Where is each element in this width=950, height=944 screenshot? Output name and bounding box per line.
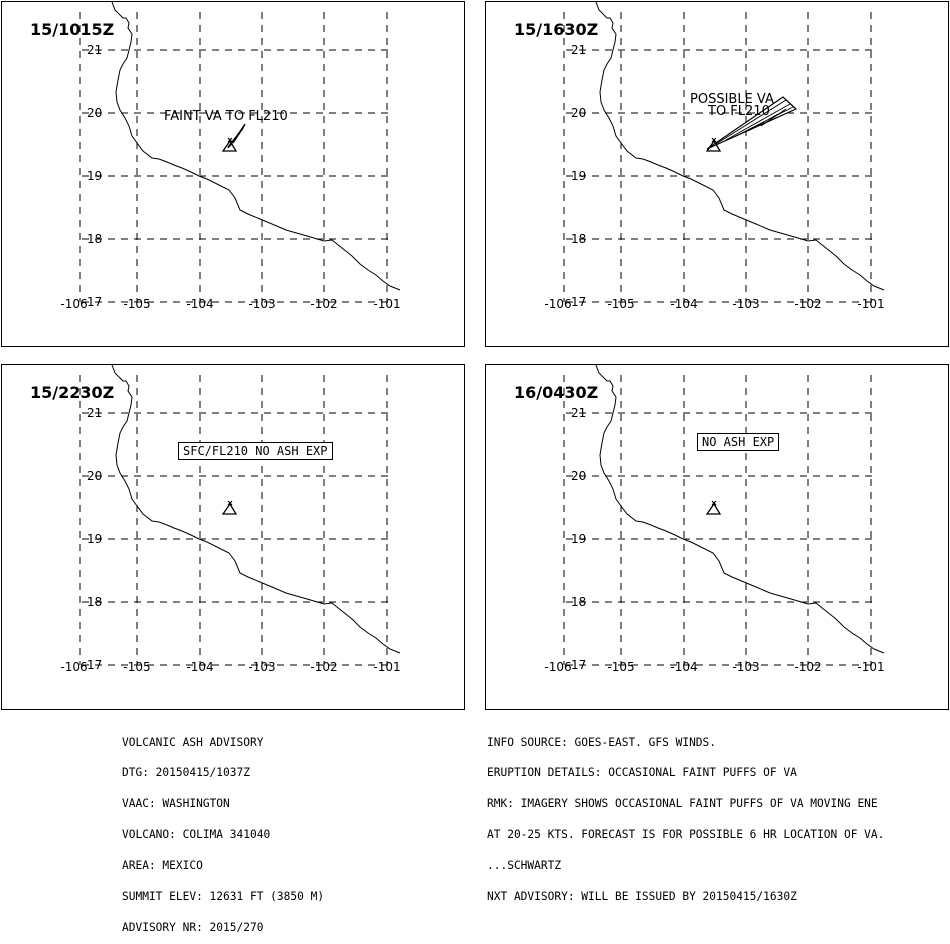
map-canvas: 21 20 19 18 17-106 -105 -104 -103 -102 -101 POSSI… (544, 2, 885, 311)
ash-note-line-2: TO FL210 (707, 104, 770, 119)
longitude-label: -104 (670, 660, 697, 674)
volcano-icon (705, 137, 722, 152)
longitude-label: -105 (123, 660, 150, 674)
latitude-label: 19 (87, 532, 102, 546)
lat-lon-grid (79, 375, 392, 666)
volcano-icon (221, 137, 238, 152)
longitude-label: -104 (670, 297, 697, 311)
longitude-label: -106 (60, 297, 87, 311)
latitude-label: 21 (571, 43, 586, 57)
latitude-label: 18 (87, 595, 102, 609)
latitude-label: 21 (87, 406, 102, 420)
longitude-label: -103 (732, 297, 759, 311)
footer-line: ...SCHWARTZ (487, 859, 562, 873)
longitude-label: -102 (310, 660, 337, 674)
advisory-details-block: INFO SOURCE: GOES-EAST. GFS WINDS. ERUPT… (487, 717, 884, 913)
map-canvas: 21 20 19 18 17-106 -105 -104 -103 -102 -101 FAINT… (60, 2, 401, 311)
map-panel-1015z: 21 20 19 18 17 -106 -105 -104 -103 -102 -101 FAINT… (1, 1, 465, 347)
ash-status-box: SFC/FL210 NO ASH EXP (178, 442, 333, 460)
latitude-label: 18 (87, 232, 102, 246)
footer-line: ERUPTION DETAILS: OCCASIONAL FAINT PUFFS… (487, 766, 797, 780)
footer-line: AT 20-25 KTS. FORECAST IS FOR POSSIBLE 6… (487, 828, 885, 842)
panel-time-label: 16/0430Z (514, 383, 599, 402)
footer-line: DTG: 20150415/1037Z (122, 766, 250, 780)
footer-line: RMK: IMAGERY SHOWS OCCASIONAL FAINT PUFF… (487, 797, 878, 811)
longitude-label: -103 (732, 660, 759, 674)
panel-time-label: 15/1015Z (30, 20, 115, 39)
longitude-label: -101 (373, 297, 400, 311)
longitude-label: -104 (186, 297, 213, 311)
footer-line: INFO SOURCE: GOES-EAST. GFS WINDS. (487, 735, 717, 749)
longitude-label: -101 (373, 660, 400, 674)
coastline (595, 2, 885, 291)
longitude-label: -105 (607, 660, 634, 674)
longitude-label: -104 (186, 660, 213, 674)
latitude-label: 18 (571, 595, 586, 609)
map-panel-0430z: 21 20 19 18 17 -106 -105 -104 -103 -102 -101 16/04… (485, 364, 949, 710)
volcano-icon (221, 500, 238, 515)
footer-line: VAAC: WASHINGTON (122, 797, 230, 811)
map-panel-2230z: 21 20 19 18 17 -106 -105 -104 -103 -102 -101 15/22… (1, 364, 465, 710)
footer-line: SUMMIT ELEV: 12631 FT (3850 M) (122, 890, 325, 904)
longitude-label: -103 (248, 297, 275, 311)
longitude-label: -106 (544, 297, 571, 311)
latitude-label: 20 (87, 106, 102, 120)
latitude-label: 17 (571, 295, 586, 309)
longitude-label: -105 (607, 297, 634, 311)
longitude-label: -106 (544, 660, 571, 674)
lat-lon-grid (563, 12, 876, 303)
ash-note-line-1: POSSIBLE VA (690, 92, 774, 107)
map-canvas: 21 20 19 18 17-106 -105 -104 -103 -102 -101 (60, 365, 401, 674)
map-panel-1630z: 21 20 19 18 17 -106 -105 -104 -103 -102 -101 POSSI… (485, 1, 949, 347)
latitude-label: 21 (87, 43, 102, 57)
lat-lon-grid (563, 375, 876, 666)
longitude-label: -106 (60, 660, 87, 674)
footer-line: NXT ADVISORY: WILL BE ISSUED BY 20150415… (487, 890, 797, 904)
ash-note-label: FAINT VA TO FL210 (164, 109, 288, 124)
latitude-label: 19 (571, 532, 586, 546)
map-canvas: 21 20 19 18 17-106 -105 -104 -103 -102 -101 (544, 365, 885, 674)
latitude-label: 19 (87, 169, 102, 183)
longitude-label: -105 (123, 297, 150, 311)
latitude-label: 17 (87, 658, 102, 672)
longitude-label: -102 (794, 297, 821, 311)
coastline (111, 365, 401, 654)
latitude-label: 17 (87, 295, 102, 309)
longitude-label: -101 (857, 297, 884, 311)
latitude-label: 20 (571, 106, 586, 120)
longitude-label: -102 (310, 297, 337, 311)
panel-time-label: 15/1630Z (514, 20, 599, 39)
latitude-label: 19 (571, 169, 586, 183)
lat-lon-grid (79, 12, 392, 303)
footer-line: VOLCANIC ASH ADVISORY (122, 735, 264, 749)
latitude-label: 17 (571, 658, 586, 672)
longitude-label: -102 (794, 660, 821, 674)
ash-plume-area (706, 96, 798, 150)
footer-line: VOLCANO: COLIMA 341040 (122, 828, 271, 842)
coastline (595, 365, 885, 654)
footer-line: ADVISORY NR: 2015/270 (122, 920, 264, 934)
footer-line: AREA: MEXICO (122, 859, 203, 873)
longitude-label: -103 (248, 660, 275, 674)
latitude-label: 21 (571, 406, 586, 420)
advisory-header-block: VOLCANIC ASH ADVISORY DTG: 20150415/1037… (122, 717, 324, 944)
panel-time-label: 15/2230Z (30, 383, 115, 402)
latitude-label: 18 (571, 232, 586, 246)
volcano-icon (705, 500, 722, 515)
coastline (111, 2, 401, 291)
ash-status-box: NO ASH EXP (697, 433, 780, 451)
longitude-label: -101 (857, 660, 884, 674)
latitude-label: 20 (87, 469, 102, 483)
latitude-label: 20 (571, 469, 586, 483)
